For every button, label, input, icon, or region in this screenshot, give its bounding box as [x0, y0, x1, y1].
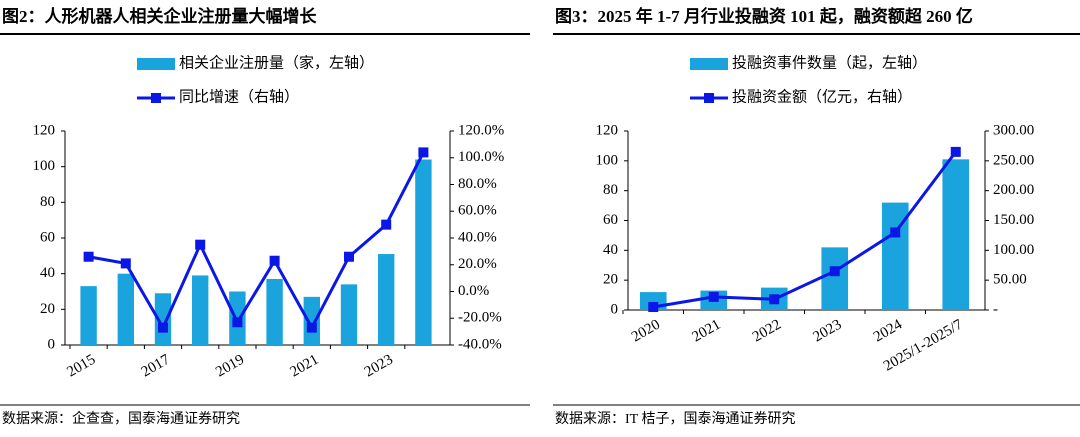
marker	[269, 255, 280, 266]
marker	[418, 147, 429, 158]
y-tick-label: 40	[603, 242, 618, 258]
x-tick-label: 2017	[139, 351, 173, 380]
source-note: 数据来源：IT 桔子，国泰海通证券研究	[555, 411, 795, 427]
marker	[120, 258, 131, 269]
marker	[232, 317, 243, 328]
y2-tick-label: 120.0%	[458, 122, 504, 138]
x-tick-label: 2023	[362, 352, 396, 381]
y2-tick-label: 150.00	[993, 212, 1034, 228]
x-tick-label: 2024	[871, 316, 905, 345]
y2-tick-label: 200.00	[993, 182, 1034, 198]
legend-marker	[151, 93, 161, 103]
y2-tick-label: 80.0%	[458, 176, 497, 192]
bar	[821, 247, 849, 310]
marker	[158, 322, 168, 333]
bar	[80, 286, 97, 345]
legend-marker	[704, 93, 714, 103]
bar	[303, 296, 320, 345]
line	[88, 151, 425, 331]
bar	[340, 284, 358, 345]
y2-tick-label: 60.0%	[458, 203, 497, 219]
y-tick-label: 120	[596, 122, 619, 138]
y2-tick-label: 250.00	[993, 152, 1034, 168]
y-tick-label: 60	[40, 229, 55, 245]
legend-label: 投融资金额（亿元，右轴）	[732, 88, 912, 105]
line	[653, 150, 957, 309]
marker	[83, 251, 94, 262]
x-tick-label: 2020	[629, 317, 663, 346]
y2-tick-label: 20.0%	[458, 256, 497, 272]
chart-title: 图3：2025 年 1-7 月行业投融资 101 起，融资额超 260 亿	[555, 6, 973, 26]
y-tick-label: 100	[33, 158, 56, 174]
y2-tick-label: 100.00	[993, 242, 1034, 258]
y2-tick-label: 50.00	[993, 272, 1027, 288]
y2-tick-label: 40.0%	[458, 229, 497, 245]
x-tick-label: 2019	[213, 352, 247, 381]
legend-label: 投融资事件数量（起，左轴）	[732, 54, 927, 71]
marker	[648, 302, 659, 313]
y2-tick-label: -	[993, 301, 998, 317]
y-tick-label: 100	[596, 152, 619, 168]
legend-swatch	[137, 58, 175, 70]
marker	[829, 266, 840, 277]
legend-swatch	[690, 58, 728, 70]
marker	[890, 227, 901, 238]
y2-tick-label: -20.0%	[458, 310, 502, 326]
bar	[378, 254, 395, 345]
chart-title: 图2：人形机器人相关企业注册量大幅增长	[2, 6, 317, 26]
marker	[708, 291, 719, 302]
y-tick-label: 60	[603, 212, 618, 228]
legend-label: 同比增速（右轴）	[179, 88, 299, 105]
marker	[306, 322, 317, 333]
bar	[266, 279, 283, 345]
bar	[117, 273, 134, 345]
marker	[344, 251, 354, 262]
bar	[415, 159, 432, 345]
y2-tick-label: 100.0%	[458, 149, 504, 165]
x-tick-label: 2021	[288, 352, 322, 381]
y2-tick-label: -40.0%	[458, 336, 502, 352]
x-tick-label: 2015	[64, 352, 98, 381]
x-tick-label: 2021	[689, 317, 723, 346]
marker	[769, 294, 780, 305]
bar	[192, 275, 209, 345]
y-tick-label: 120	[33, 122, 56, 138]
y-tick-label: 80	[603, 182, 618, 198]
y2-tick-label: 0.0%	[458, 283, 489, 299]
marker	[381, 219, 392, 230]
y-tick-label: 80	[40, 194, 55, 210]
x-tick-label: 2023	[810, 317, 844, 346]
y-tick-label: 20	[603, 272, 618, 288]
y2-tick-label: 300.00	[993, 122, 1034, 138]
y-tick-label: 20	[40, 301, 55, 317]
y-tick-label: 0	[611, 301, 619, 317]
legend-label: 相关企业注册量（家，左轴）	[179, 53, 374, 71]
y-tick-label: 0	[48, 336, 56, 352]
marker	[195, 239, 206, 250]
marker	[950, 146, 961, 157]
x-tick-label: 2022	[750, 317, 784, 346]
y-tick-label: 40	[40, 265, 55, 281]
bar	[942, 159, 970, 310]
source-note: 数据来源：企查查，国泰海通证券研究	[2, 410, 240, 427]
